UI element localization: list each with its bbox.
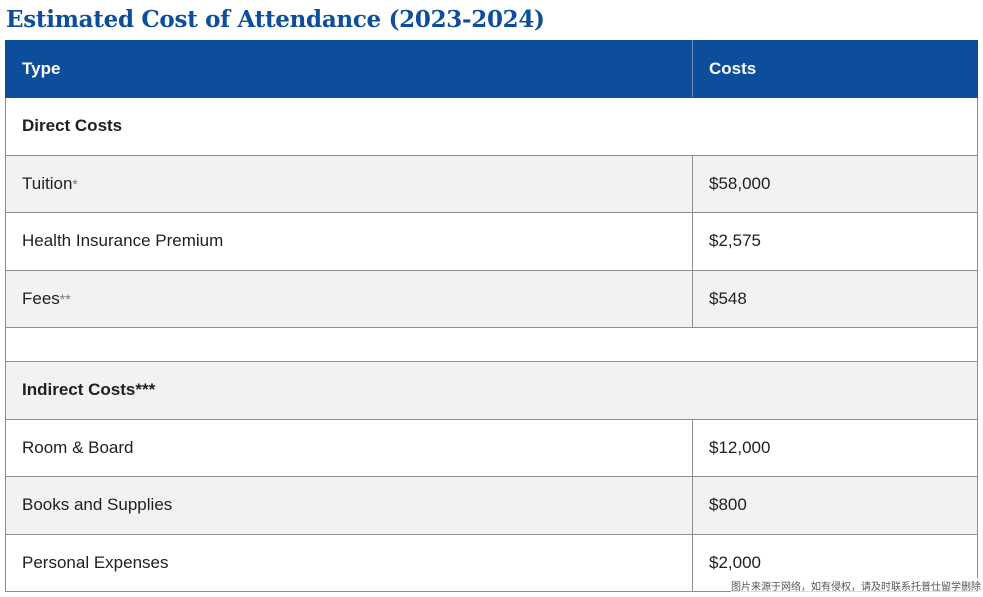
- type-cell: Books and Supplies: [5, 476, 693, 535]
- table-row: Health Insurance Premium $2,575: [5, 212, 978, 271]
- cost-cell: $548: [692, 269, 978, 328]
- table-row: Tuition* $58,000: [5, 154, 978, 213]
- type-cell: Health Insurance Premium: [5, 212, 693, 271]
- table-row: Room & Board $12,000: [5, 418, 978, 477]
- type-label-fees: Fees: [22, 288, 60, 308]
- section-row-direct-costs: Direct Costs: [5, 97, 978, 156]
- header-costs: Costs: [692, 40, 978, 98]
- table-row: Personal Expenses $2,000: [5, 533, 978, 592]
- type-cell: Personal Expenses: [5, 533, 693, 592]
- table-header-row: Type Costs: [5, 40, 978, 98]
- type-label-tuition: Tuition: [22, 173, 73, 193]
- header-type: Type: [5, 40, 693, 98]
- type-label-health-insurance: Health Insurance Premium: [22, 231, 224, 251]
- footnote-mark: **: [59, 290, 71, 307]
- table-row: Fees** $548: [5, 269, 978, 328]
- spacer-row: [5, 327, 978, 362]
- cost-cell: $800: [692, 476, 978, 535]
- footnote-mark: *: [72, 175, 78, 192]
- section-label-indirect-costs: Indirect Costs: [22, 380, 136, 400]
- type-cell: Tuition*: [5, 154, 693, 213]
- type-cell: Room & Board: [5, 418, 693, 477]
- page-title: Estimated Cost of Attendance (2023-2024): [6, 6, 545, 33]
- cost-of-attendance-table: Type Costs Direct Costs Tuition* $58,000…: [5, 40, 978, 592]
- section-row-indirect-costs: Indirect Costs***: [5, 361, 978, 420]
- table-body: Direct Costs Tuition* $58,000 Health Ins…: [5, 97, 978, 592]
- table-header: Type Costs: [5, 40, 978, 98]
- footnote-mark: ***: [135, 380, 156, 400]
- image-source-watermark: 图片来源于网络，如有侵权，请及时联系托普仕留学删除: [731, 578, 981, 593]
- section-label-cell: Indirect Costs***: [5, 361, 978, 420]
- table-row: Books and Supplies $800: [5, 476, 978, 535]
- cost-cell: $58,000: [692, 154, 978, 213]
- spacer-cell: [5, 327, 978, 362]
- cost-cell: $12,000: [692, 418, 978, 477]
- cost-cell: $2,575: [692, 212, 978, 271]
- section-label-direct-costs: Direct Costs: [5, 97, 978, 156]
- type-cell: Fees**: [5, 269, 693, 328]
